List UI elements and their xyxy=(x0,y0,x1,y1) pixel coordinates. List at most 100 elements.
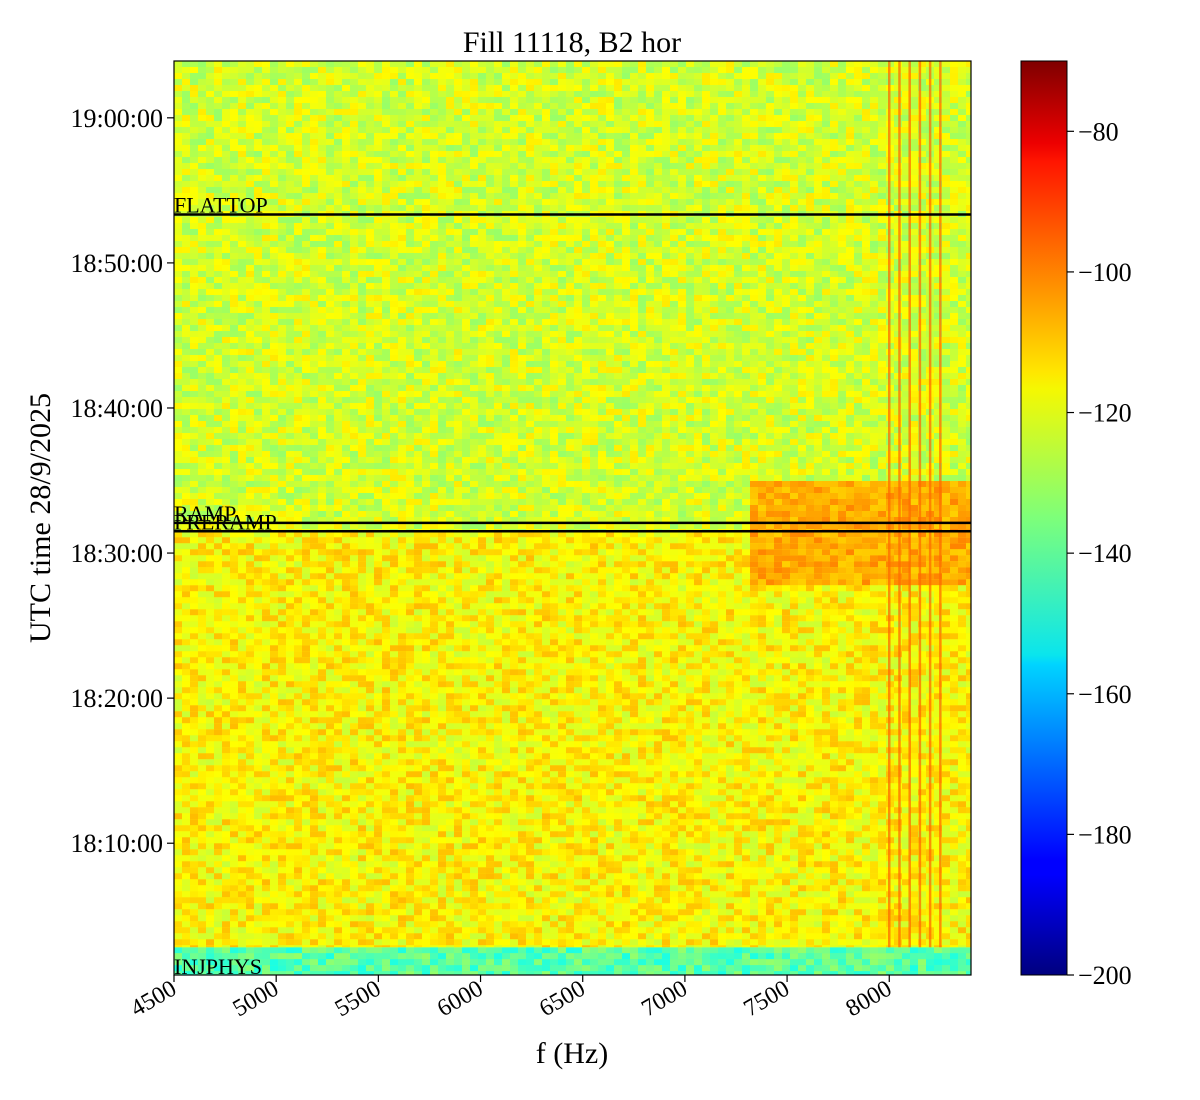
heatmap-cell xyxy=(814,573,822,580)
heatmap-cell xyxy=(606,765,614,772)
heatmap-cell xyxy=(174,627,182,634)
heatmap-cell xyxy=(558,549,566,556)
heatmap-cell xyxy=(366,947,374,954)
heatmap-cell xyxy=(366,579,374,586)
heatmap-cell xyxy=(798,729,806,736)
heatmap-cell xyxy=(534,585,542,592)
heatmap-cell xyxy=(406,777,414,784)
heatmap-cell xyxy=(606,771,614,778)
heatmap-cell xyxy=(542,705,550,712)
heatmap-cell xyxy=(446,627,454,634)
heatmap-cell xyxy=(174,573,182,580)
heatmap-cell xyxy=(630,597,638,604)
heatmap-cell xyxy=(550,693,558,700)
heatmap-cell xyxy=(614,579,622,586)
heatmap-cell xyxy=(782,971,790,975)
heatmap-cell xyxy=(870,567,878,574)
heatmap-cell xyxy=(590,675,598,682)
heatmap-cell xyxy=(806,729,814,736)
heatmap-cell xyxy=(790,771,798,778)
heatmap-cell xyxy=(462,971,470,975)
heatmap-cell xyxy=(854,537,862,544)
heatmap-cell xyxy=(654,585,662,592)
heatmap-cell xyxy=(222,597,230,604)
heatmap-cell xyxy=(246,681,254,688)
heatmap-cell xyxy=(750,627,758,634)
heatmap-cell xyxy=(942,639,950,646)
heatmap-cell xyxy=(430,947,438,954)
heatmap-cell xyxy=(686,543,694,550)
heatmap-cell xyxy=(750,639,758,646)
heatmap-cell xyxy=(958,711,966,718)
heatmap-cell xyxy=(630,795,638,802)
heatmap-cell xyxy=(790,639,798,646)
heatmap-cell xyxy=(286,615,294,622)
heatmap-cell xyxy=(486,765,494,772)
heatmap-cell xyxy=(694,693,702,700)
heatmap-cell xyxy=(710,591,718,598)
heatmap-cell xyxy=(654,711,662,718)
heatmap-cell xyxy=(398,953,406,960)
heatmap-cell xyxy=(174,657,182,664)
heatmap-cell xyxy=(638,953,646,960)
heatmap-cell xyxy=(534,693,542,700)
heatmap-cell xyxy=(830,579,838,586)
heatmap-cell xyxy=(350,597,358,604)
heatmap-cell xyxy=(358,603,366,610)
heatmap-cell xyxy=(958,953,966,960)
heatmap-cell xyxy=(342,717,350,724)
heatmap-cell xyxy=(286,783,294,790)
heatmap-cell xyxy=(678,705,686,712)
heatmap-cell xyxy=(598,675,606,682)
heatmap-cell xyxy=(214,603,222,610)
heatmap-cell xyxy=(566,669,574,676)
heatmap-cell xyxy=(350,947,358,954)
heatmap-cell xyxy=(454,771,462,778)
heatmap-cell xyxy=(894,543,902,550)
heatmap-cell xyxy=(310,789,318,796)
heatmap-cell xyxy=(430,753,438,760)
heatmap-cell xyxy=(638,579,646,586)
heatmap-cell xyxy=(862,639,870,646)
heatmap-cell xyxy=(622,621,630,628)
heatmap-cell xyxy=(566,645,574,652)
heatmap-cell xyxy=(702,663,710,670)
heatmap-cell xyxy=(718,783,726,790)
heatmap-cell xyxy=(790,681,798,688)
heatmap-cell xyxy=(622,579,630,586)
heatmap-cell xyxy=(414,615,422,622)
heatmap-cell xyxy=(662,597,670,604)
heatmap-cell xyxy=(390,777,398,784)
heatmap-cell xyxy=(838,645,846,652)
heatmap-cell xyxy=(726,549,734,556)
heatmap-cell xyxy=(774,609,782,616)
heatmap-cell xyxy=(894,729,902,736)
heatmap-cell xyxy=(630,729,638,736)
heatmap-cell xyxy=(646,567,654,574)
heatmap-cell xyxy=(710,645,718,652)
heatmap-cell xyxy=(766,729,774,736)
heatmap-cell xyxy=(198,753,206,760)
heatmap-cell xyxy=(326,959,334,966)
heatmap-cell xyxy=(678,651,686,658)
heatmap-cell xyxy=(606,753,614,760)
heatmap-cell xyxy=(518,959,526,966)
heatmap-cell xyxy=(398,741,406,748)
heatmap-cell xyxy=(870,555,878,562)
heatmap-cell xyxy=(686,675,694,682)
heatmap-cell xyxy=(894,965,902,972)
heatmap-cell xyxy=(358,639,366,646)
heatmap-cell xyxy=(438,669,446,676)
heatmap-cell xyxy=(758,693,766,700)
heatmap-cell xyxy=(334,753,342,760)
heatmap-cell xyxy=(774,699,782,706)
heatmap-cell xyxy=(406,747,414,754)
heatmap-cell xyxy=(678,579,686,586)
heatmap-cell xyxy=(390,947,398,954)
heatmap-cell xyxy=(246,753,254,760)
heatmap-cell xyxy=(670,597,678,604)
heatmap-cell xyxy=(358,777,366,784)
heatmap-cell xyxy=(950,555,958,562)
heatmap-cell xyxy=(646,555,654,562)
